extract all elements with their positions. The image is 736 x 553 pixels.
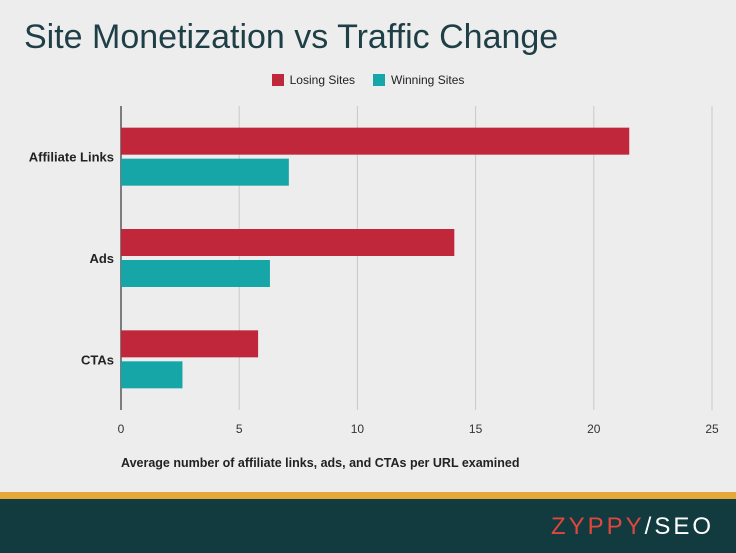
legend-label-losing: Losing Sites	[289, 73, 355, 87]
logo-suffix: SEO	[654, 513, 714, 540]
x-tick-label: 0	[118, 422, 125, 436]
x-tick-label: 25	[705, 422, 719, 436]
bar-losing	[121, 229, 455, 256]
legend: Losing Sites Winning Sites	[0, 73, 736, 87]
bar-losing	[121, 127, 630, 155]
x-tick-label: 5	[236, 422, 243, 436]
x-axis-label: Average number of affiliate links, ads, …	[121, 456, 520, 470]
legend-swatch-winning	[373, 74, 385, 86]
category-label: CTAs	[81, 352, 114, 367]
zyppy-seo-logo: ZYPPY/SEO	[551, 513, 714, 541]
footer: ZYPPY/SEO	[0, 499, 736, 553]
bar-chart: 0 5 10 15 20 25 Affiliate Links Ads CTAs Average …	[29, 106, 719, 470]
bar-winning	[121, 361, 183, 389]
bar-losing	[121, 330, 259, 358]
category-label: Affiliate Links	[29, 150, 114, 165]
bar-winning	[121, 158, 289, 186]
x-tick-label: 20	[587, 422, 601, 436]
legend-label-winning: Winning Sites	[391, 73, 465, 87]
x-tick-label: 10	[351, 422, 365, 436]
category-label: Ads	[89, 251, 114, 266]
logo-separator: /	[644, 513, 655, 540]
x-tick-label: 15	[469, 422, 483, 436]
chart-title: Site Monetization vs Traffic Change	[24, 18, 559, 56]
footer-accent-stripe	[0, 492, 736, 499]
legend-swatch-losing	[271, 74, 284, 86]
legend-item-winning: Winning Sites	[373, 73, 464, 87]
bar-winning	[121, 260, 270, 287]
logo-brand: ZYPPY	[550, 513, 645, 540]
legend-item-losing: Losing Sites	[271, 73, 355, 87]
